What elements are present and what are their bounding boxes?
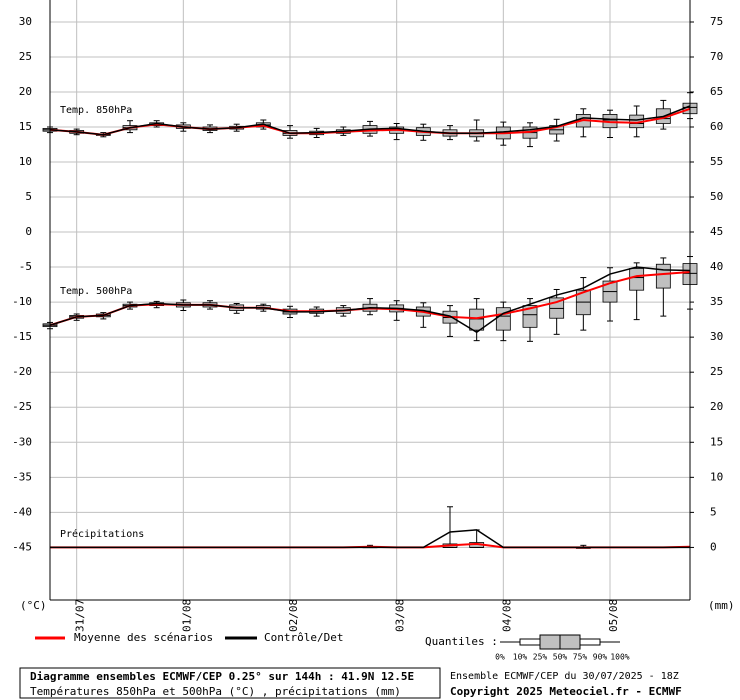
quantile-level: 25% [533, 653, 548, 662]
quantile-level: 100% [610, 653, 629, 662]
y2-tick-label: 30 [710, 330, 723, 343]
y2-tick-label: 55 [710, 155, 723, 168]
control-line [49, 105, 691, 136]
x-tick-label: 03/08 [394, 599, 407, 632]
quantiles-label: Quantiles : [425, 635, 498, 648]
y-tick-label: 25 [19, 50, 32, 63]
box [655, 263, 671, 289]
panel-label: Temp. 500hPa [60, 286, 132, 297]
y-tick-label: -40 [12, 505, 32, 518]
y2-tick-label: 0 [710, 540, 717, 553]
quantile-level: 0% [495, 653, 505, 662]
chart-title: Diagramme ensembles ECMWF/CEP 0.25° sur … [30, 670, 414, 683]
box [629, 268, 645, 291]
x-tick-label: 05/08 [607, 599, 620, 632]
panel-label: Précipitations [60, 528, 144, 540]
y-tick-label: -15 [12, 330, 32, 343]
box [469, 308, 485, 331]
y2-axis-unit: (mm) [708, 599, 735, 612]
chart-subtitle: Températures 850hPa et 500hPa (°C) , pré… [30, 685, 401, 698]
y2-tick-label: 5 [710, 505, 717, 518]
y-tick-label: -45 [12, 540, 32, 553]
y2-tick-label: 60 [710, 120, 723, 133]
y2-tick-label: 65 [710, 85, 723, 98]
x-tick-label: 04/08 [500, 599, 513, 632]
y2-tick-label: 40 [710, 260, 723, 273]
run-info: Ensemble ECMWF/CEP du 30/07/2025 - 18Z [450, 671, 679, 682]
y-tick-label: -35 [12, 470, 32, 483]
y-tick-label: -20 [12, 365, 32, 378]
legend-label: Contrôle/Det [264, 631, 343, 644]
y2-tick-label: 45 [710, 225, 723, 238]
y2-tick-label: 25 [710, 365, 723, 378]
copyright: Copyright 2025 Meteociel.fr - ECMWF [450, 685, 682, 698]
x-tick-label: 31/07 [74, 599, 87, 632]
quantile-level: 10% [513, 653, 528, 662]
y2-tick-label: 70 [710, 50, 723, 63]
y2-tick-label: 35 [710, 295, 723, 308]
control-line [50, 529, 690, 549]
y-tick-label: -25 [12, 400, 32, 413]
y2-tick-label: 75 [710, 15, 723, 28]
y-tick-label: -10 [12, 295, 32, 308]
y2-tick-label: 50 [710, 190, 723, 203]
x-tick-label: 02/08 [287, 599, 300, 632]
quantile-level: 50% [553, 653, 568, 662]
legend-label: Moyenne des scénarios [74, 631, 213, 644]
y-tick-label: 10 [19, 155, 32, 168]
caption-box [19, 667, 441, 699]
y-tick-label: 5 [25, 190, 32, 203]
quantile-level: 90% [593, 653, 608, 662]
quantile-level: 75% [573, 653, 588, 662]
y2-tick-label: 10 [710, 470, 723, 483]
y-tick-label: 15 [19, 120, 32, 133]
y2-tick-label: 20 [710, 400, 723, 413]
y-tick-label: 0 [25, 225, 32, 238]
y-tick-label: 30 [19, 15, 32, 28]
y2-tick-label: 15 [710, 435, 723, 448]
y-axis-unit: (°C) [20, 599, 47, 612]
y-tick-label: 20 [19, 85, 32, 98]
box [522, 305, 538, 328]
control-line [49, 266, 691, 334]
y-tick-label: -5 [19, 260, 32, 273]
y-tick-label: -30 [12, 435, 32, 448]
panel-label: Temp. 850hPa [60, 105, 132, 116]
x-tick-label: 01/08 [180, 599, 193, 632]
